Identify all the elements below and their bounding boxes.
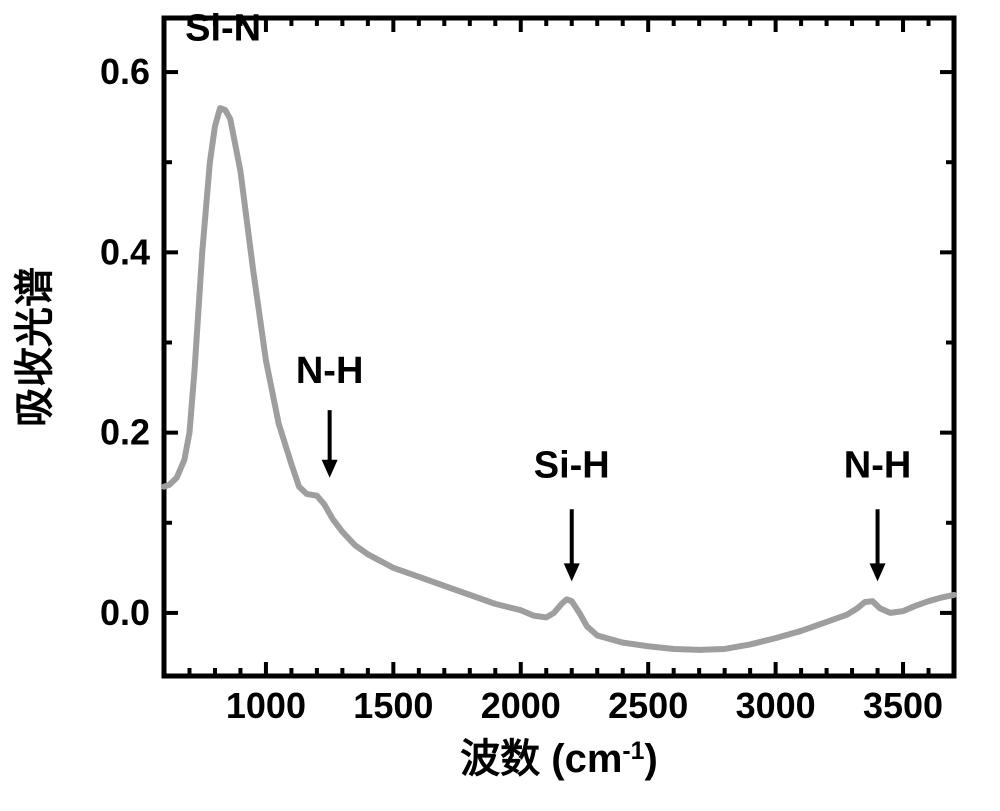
peak-label: N-H	[844, 445, 912, 487]
x-tick-label: 3000	[736, 685, 816, 726]
x-tick-label: 2000	[481, 685, 561, 726]
peak-label: Si-H	[534, 445, 610, 487]
spectrum-chart: 1000150020002500300035000.00.20.40.6波数 (…	[0, 0, 1000, 811]
peak-label: N-H	[296, 350, 364, 392]
y-tick-label: 0.2	[100, 412, 150, 453]
chart-svg: 1000150020002500300035000.00.20.40.6波数 (…	[0, 0, 1000, 811]
x-tick-label: 3500	[863, 685, 943, 726]
x-tick-label: 1000	[226, 685, 306, 726]
x-tick-label: 2500	[608, 685, 688, 726]
y-axis-title: 吸收光谱	[13, 267, 57, 427]
y-tick-label: 0.4	[100, 231, 150, 272]
x-tick-label: 1500	[353, 685, 433, 726]
peak-label: Si-N	[185, 8, 261, 50]
y-tick-label: 0.6	[100, 51, 150, 92]
y-tick-label: 0.0	[100, 592, 150, 633]
